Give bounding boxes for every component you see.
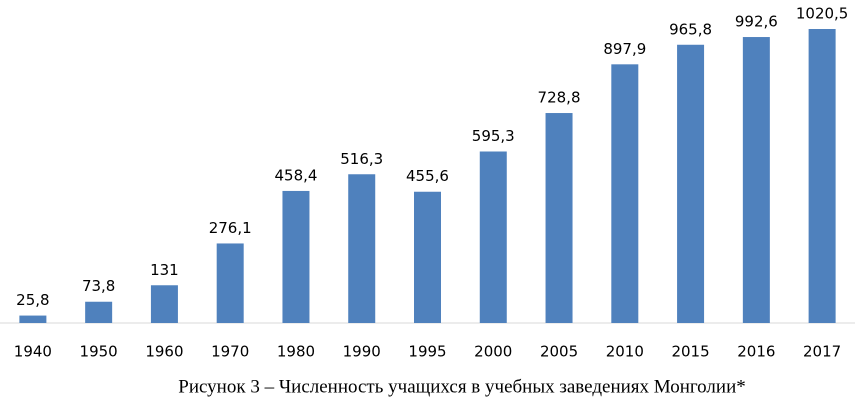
x-tick-label: 1950	[80, 343, 118, 361]
bar	[479, 151, 507, 323]
data-label: 1020,5	[796, 5, 849, 23]
data-label: 455,6	[406, 167, 449, 185]
bar	[150, 285, 178, 323]
x-tick-label: 2000	[474, 343, 512, 361]
bar	[414, 191, 441, 323]
bar	[808, 29, 836, 323]
bar	[742, 37, 770, 324]
data-label: 516,3	[340, 150, 383, 168]
bar	[85, 301, 113, 323]
data-label: 728,8	[538, 89, 581, 107]
data-label: 25,8	[16, 291, 49, 309]
data-label: 73,8	[82, 277, 115, 295]
bar	[611, 64, 639, 323]
x-tick-label: 2016	[737, 343, 775, 361]
data-label: 131	[150, 261, 179, 279]
x-tick-label: 2015	[671, 343, 709, 361]
data-label: 992,6	[735, 13, 778, 31]
bar	[19, 315, 47, 323]
x-tick-label: 2010	[606, 343, 644, 361]
x-tick-label: 1940	[14, 343, 52, 361]
x-tick-label: 1995	[408, 343, 446, 361]
x-tick-label: 2005	[540, 343, 578, 361]
data-label: 595,3	[472, 127, 515, 145]
data-label: 276,1	[209, 219, 252, 237]
bar	[216, 243, 244, 323]
x-tick-label: 1980	[277, 343, 315, 361]
data-label: 458,4	[274, 166, 317, 184]
bar	[545, 113, 573, 323]
bar	[282, 190, 310, 323]
x-tick-label: 1960	[145, 343, 183, 361]
x-tick-label: 1970	[211, 343, 249, 361]
x-tick-label: 2017	[803, 343, 841, 361]
data-label: 897,9	[603, 40, 646, 58]
chart-caption: Рисунок 3 – Численность учащихся в учебн…	[178, 376, 746, 397]
bar	[348, 174, 376, 323]
data-label: 965,8	[669, 20, 712, 38]
x-tick-label: 1990	[343, 343, 381, 361]
bar	[677, 44, 705, 323]
